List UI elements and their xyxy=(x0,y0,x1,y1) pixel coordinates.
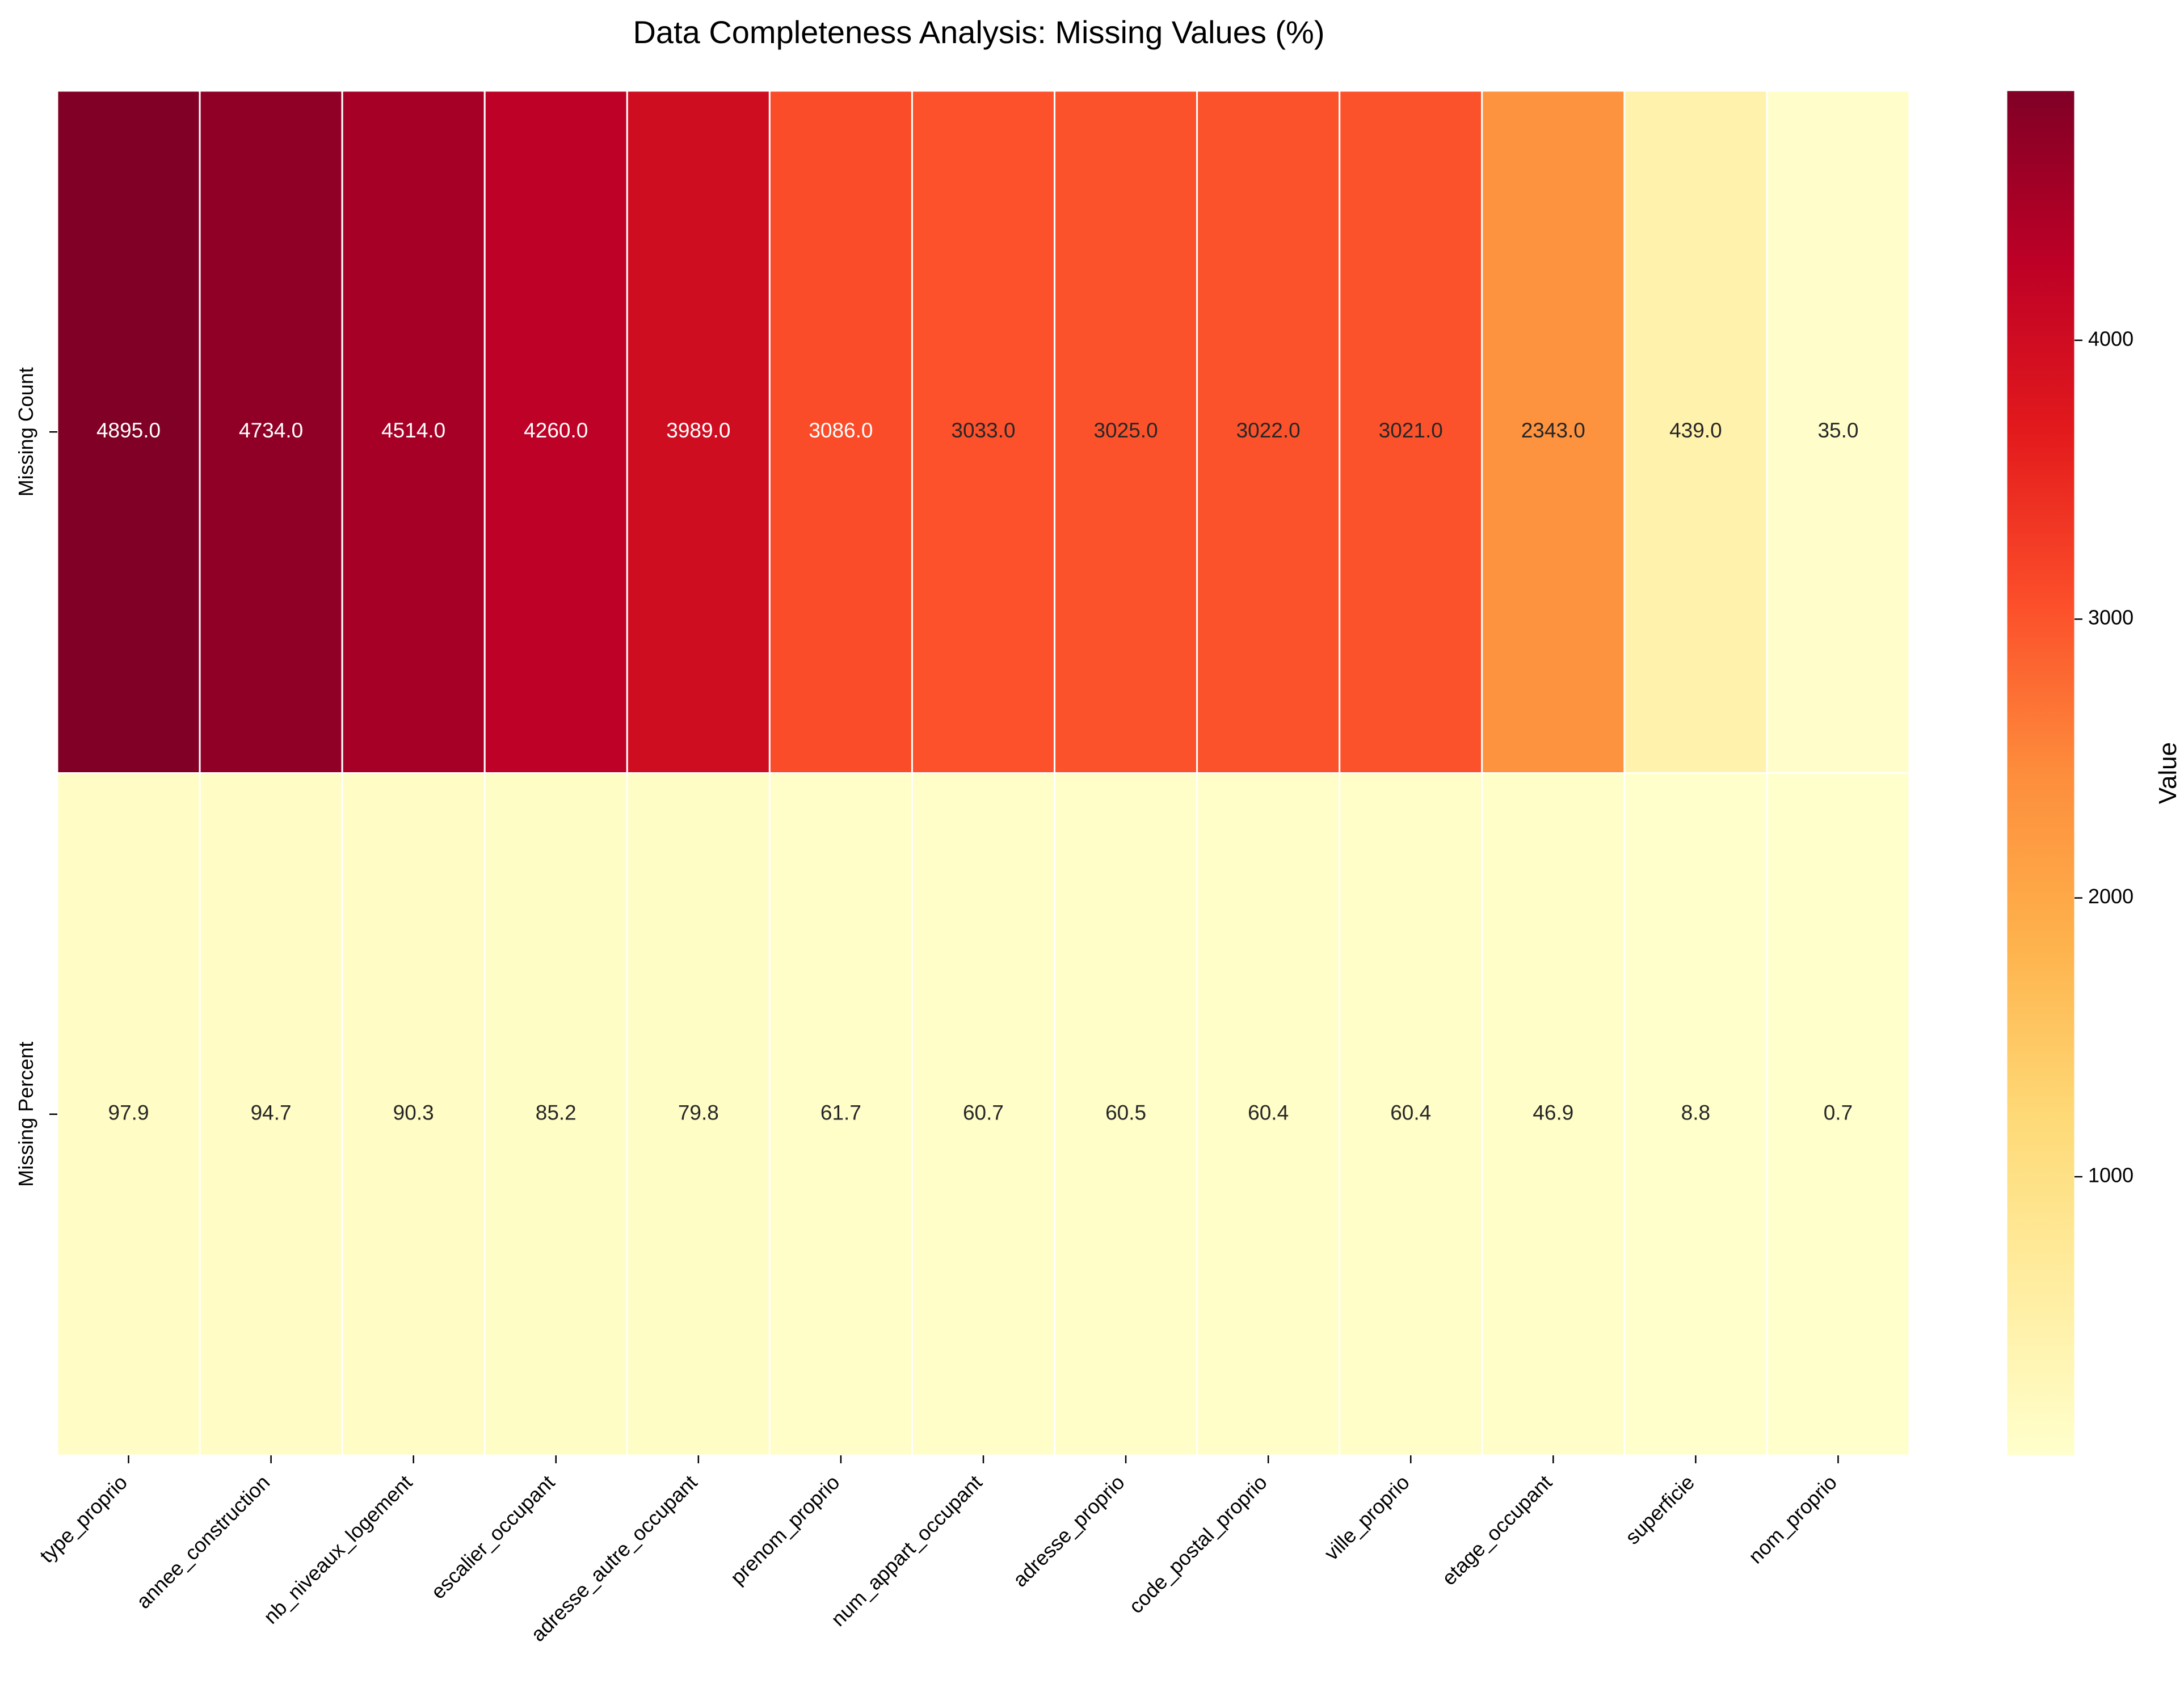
colorbar-tick-label: 1000 xyxy=(2088,1163,2133,1186)
cell-value-label: 3033.0 xyxy=(951,419,1015,442)
cell-value-label: 2343.0 xyxy=(1521,419,1585,442)
column-tick-label: type_proprio xyxy=(35,1471,132,1568)
heatmap-cell xyxy=(1196,772,1341,1457)
colorbar-title: Value xyxy=(2154,742,2182,804)
column-tick-label: code_postal_proprio xyxy=(1124,1471,1272,1618)
heatmap-cell xyxy=(341,90,486,774)
heatmap-cell xyxy=(626,772,771,1457)
colorbar-tick-label: 3000 xyxy=(2088,606,2133,629)
cell-value-label: 3086.0 xyxy=(809,419,873,442)
cell-value-label: 90.3 xyxy=(393,1101,434,1125)
cell-value-label: 61.7 xyxy=(820,1101,861,1125)
cell-value-label: 4514.0 xyxy=(381,419,445,442)
cell-value-label: 439.0 xyxy=(1669,419,1722,442)
colorbar-tick-label: 4000 xyxy=(2088,327,2133,350)
colorbar-tick-label: 2000 xyxy=(2088,885,2133,908)
row-tick-label: Missing Count xyxy=(14,367,37,496)
column-tick-label: superficie xyxy=(1621,1471,1699,1549)
heatmap-cell xyxy=(1766,90,1911,774)
cell-value-label: 3021.0 xyxy=(1379,419,1443,442)
cell-value-label: 4895.0 xyxy=(96,419,161,442)
heatmap-cell xyxy=(199,90,343,774)
column-tick-label: adresse_proprio xyxy=(1008,1471,1129,1592)
heatmap-cell xyxy=(199,772,343,1457)
cell-value-label: 60.4 xyxy=(1390,1101,1431,1125)
chart-title: Data Completeness Analysis: Missing Valu… xyxy=(633,14,1324,50)
colorbar-gradient xyxy=(2007,91,2074,1455)
colorbar: 1000 2000 3000 4000 Value xyxy=(2006,90,2182,1456)
cell-value-label: 8.8 xyxy=(1681,1101,1710,1125)
heatmap-cell xyxy=(56,772,201,1457)
colorbar-frame xyxy=(2006,90,2075,1456)
heatmap-cell xyxy=(768,90,913,774)
row-tick-labels: Missing Count Missing Percent xyxy=(14,367,57,1187)
heatmap-cell xyxy=(1623,90,1768,774)
cell-value-label: 85.2 xyxy=(536,1101,576,1125)
heatmap-cell xyxy=(1766,772,1911,1457)
cell-value-label: 0.7 xyxy=(1824,1101,1853,1125)
heatmap-cell xyxy=(1054,772,1198,1457)
cell-value-label: 94.7 xyxy=(251,1101,292,1125)
cell-value-label: 4734.0 xyxy=(239,419,303,442)
cell-value-label: 79.8 xyxy=(678,1101,719,1125)
column-tick-label: etage_occupant xyxy=(1437,1471,1556,1590)
heatmap-cells: 4895.0 4734.0 4514.0 4260.0 3989.0 3086.0 3033… xyxy=(56,90,1911,1457)
cell-value-label: 3022.0 xyxy=(1236,419,1301,442)
heatmap-cell xyxy=(768,772,913,1457)
cell-value-label: 35.0 xyxy=(1817,419,1858,442)
column-tick-labels: type_proprio annee_constructionnb_niveaux… xyxy=(35,1455,1841,1646)
column-tick-label: escalier_occupant xyxy=(426,1471,559,1603)
heatmap-cell xyxy=(483,772,628,1457)
column-tick-label: ville_proprio xyxy=(1320,1471,1414,1565)
column-tick-label: num_appart_occupant xyxy=(826,1471,986,1631)
cell-value-label: 60.5 xyxy=(1105,1101,1146,1125)
cell-value-label: 46.9 xyxy=(1533,1101,1573,1125)
column-tick-label: nb_niveaux_logement xyxy=(259,1471,416,1628)
cell-value-label: 60.7 xyxy=(963,1101,1004,1125)
heatmap-cell xyxy=(1054,90,1198,774)
heatmap-cell xyxy=(1339,772,1483,1457)
column-tick-label: annee_construction xyxy=(132,1471,274,1613)
cell-value-label: 4260.0 xyxy=(524,419,588,442)
cell-value-label: 3025.0 xyxy=(1093,419,1158,442)
row-tick-label: Missing Percent xyxy=(14,1042,37,1187)
heatmap-cell xyxy=(341,772,486,1457)
heatmap-cell xyxy=(1339,90,1483,774)
heatmap-cell xyxy=(1623,772,1768,1457)
cell-value-label: 3989.0 xyxy=(666,419,730,442)
heatmap-cell xyxy=(483,90,628,774)
cell-value-label: 60.4 xyxy=(1248,1101,1289,1125)
cell-value-label: 97.9 xyxy=(108,1101,149,1125)
column-tick-label: adresse_autre_occupant xyxy=(526,1471,701,1646)
column-tick-label: nom_proprio xyxy=(1744,1471,1841,1568)
heatmap-cell xyxy=(56,90,201,774)
column-tick-label: prenom_proprio xyxy=(726,1471,844,1589)
heatmap-cell xyxy=(626,90,771,774)
heatmap-cell xyxy=(911,772,1056,1457)
